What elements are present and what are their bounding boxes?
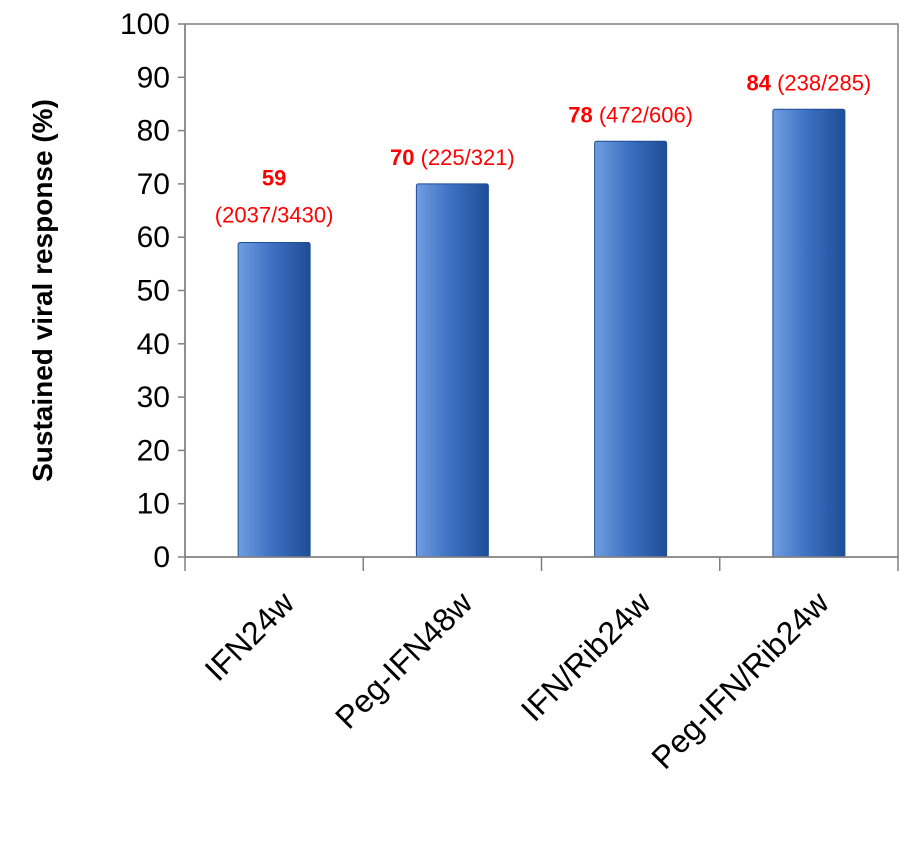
- data-label-value: 59: [262, 166, 286, 191]
- y-tick-label: 40: [137, 328, 170, 361]
- y-tick-label: 80: [137, 115, 170, 148]
- data-labels: 59 (2037/3430) 70 (225/321) 78 (472/606) 84 …: [215, 70, 871, 227]
- data-label-value: 70: [390, 145, 414, 170]
- y-tick-label: 30: [137, 381, 170, 414]
- data-label-value: 78: [568, 102, 592, 127]
- data-label: 84 (238/285): [746, 70, 871, 95]
- x-category-label: IFN/Rib24w: [514, 584, 658, 728]
- data-label-count: (225/321): [414, 145, 514, 170]
- y-tick-label: 10: [137, 488, 170, 521]
- bar: [237, 242, 311, 558]
- y-tick-label: 0: [153, 541, 170, 574]
- y-tick-label: 20: [137, 434, 170, 467]
- y-tick-label: 100: [120, 8, 170, 41]
- bar: [415, 183, 489, 558]
- data-label-count: (238/285): [771, 70, 871, 95]
- x-category-label: Peg-IFN48w: [328, 584, 480, 736]
- axes-group: [178, 23, 899, 571]
- data-label: 78 (472/606): [568, 102, 693, 127]
- y-tick-labels: 0 10 20 30 40 50 60 70 80 90 100: [120, 8, 170, 574]
- y-tick-label: 90: [137, 61, 170, 94]
- data-label: 70 (225/321): [390, 145, 515, 170]
- y-tick-label: 50: [137, 275, 170, 308]
- data-label-count: (472/606): [593, 102, 693, 127]
- x-category-label: IFN24w: [198, 584, 302, 688]
- bar: [772, 108, 846, 558]
- data-label-value: 84: [746, 70, 771, 95]
- x-category-label: Peg-IFN/Rib24w: [644, 584, 836, 776]
- bar: [594, 140, 668, 558]
- y-axis-title: Sustained viral response (%): [27, 99, 58, 482]
- y-tick-label: 70: [137, 168, 170, 201]
- bars-group: [237, 108, 846, 558]
- y-tick-label: 60: [137, 221, 170, 254]
- data-label-count: (2037/3430): [215, 203, 334, 228]
